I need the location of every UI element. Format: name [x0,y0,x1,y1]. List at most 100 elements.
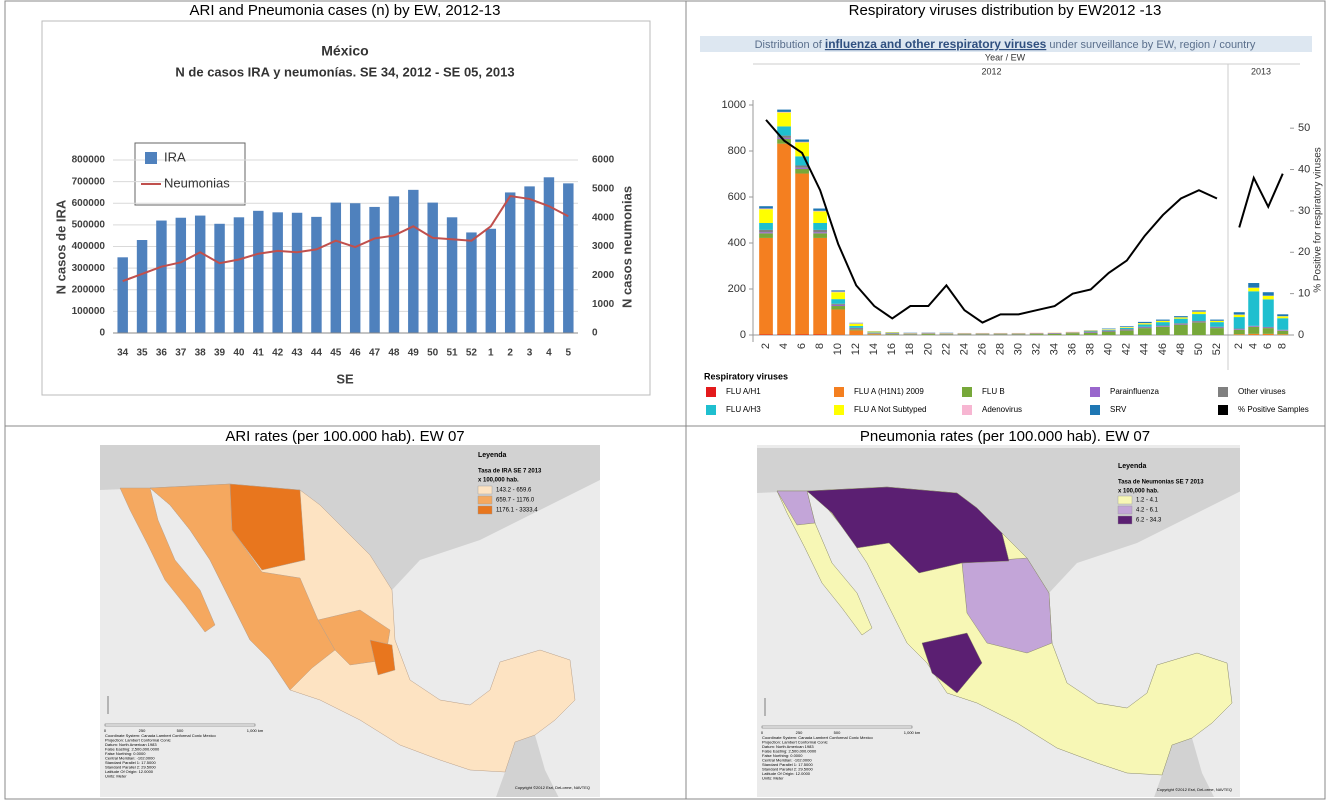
bar-segment [1210,322,1224,327]
x-tick-label: 12 [850,343,862,355]
bar-segment [795,165,809,168]
x-tick-label: 4 [778,343,790,349]
bar-segment [1248,283,1260,288]
bar [272,212,283,333]
map-ari: Leyenda Tasa de IRA SE 7 2013 x 100,000 … [100,445,600,797]
bar [524,186,535,333]
bar-segment [1137,328,1152,335]
bar [543,177,555,333]
map-note: Units: Meter [105,774,127,779]
x-tick-label: 4 [546,348,552,359]
scale-label: 0 [104,728,107,733]
bar-segment [795,142,809,157]
bar-segment [831,290,846,292]
bar-segment [1248,326,1260,327]
bar-segment [759,232,773,234]
x-tick-label: 26 [976,343,988,355]
region [149,483,336,691]
bar-segment [795,141,809,143]
legend-label: FLU A/H3 [726,405,761,414]
x-tick-label: 52 [1211,343,1223,355]
x-tick-label: 20 [922,343,934,355]
x-tick-label: 39 [214,348,226,359]
y-tick-label: 800 [728,145,746,157]
bar-segment [903,334,918,335]
y2-tick-label: 0 [1298,329,1304,341]
scale-label: 1,000 km [247,728,264,733]
bar-segment [867,333,882,335]
bar [563,183,574,333]
bar-segment [1192,320,1206,322]
legend-unit: x 100,000 hab. [1118,489,1159,495]
bar-segment [975,334,990,335]
x-tick-label: 42 [1121,343,1133,355]
map-copyright: Copyright ©2012 Esri, DeLorme, NAVTEQ [515,785,590,790]
x-tick-label: 8 [814,343,826,349]
year-label: 2013 [1251,66,1271,76]
legend-title: Respiratory viruses [704,371,788,381]
chart-header: Distribution of influenza and other resp… [755,37,1256,51]
y2-tick-label: 3000 [592,241,615,252]
bar-segment [759,229,773,233]
x-tick-label: 47 [369,348,381,359]
x-tick-label: 30 [1012,343,1024,355]
legend-swatch [962,387,972,397]
bar-segment [1192,322,1206,335]
bar [504,192,516,333]
bar-segment [813,222,827,230]
map-note: Datum: North American 1983 [762,744,814,749]
map-note: Standard Parallel 2: 29.5000 [105,765,156,770]
bar-segment [1119,329,1134,330]
bar-segment [1156,320,1170,323]
x-tick-label: 36 [156,348,168,359]
x-tick-label: 5 [566,348,572,359]
x-tick-label: 35 [137,348,149,359]
y2-tick-label: 10 [1298,288,1310,300]
bar-segment [1174,316,1188,318]
panel-title: Pneumonia rates (per 100.000 hab). EW 07 [860,428,1150,445]
legend-title: Leyenda [478,452,507,459]
bar-segment [1233,317,1245,329]
bar-segment [1174,324,1188,335]
panel-title: ARI and Pneumonia cases (n) by EW, 2012-… [189,2,500,19]
y2-tick-label: 6000 [592,155,615,166]
bar-segment [957,334,972,335]
bar-segment [759,237,773,335]
bar-segment [1119,326,1134,327]
legend-label: 143.2 - 659.6 [496,488,532,494]
y-tick-label: 400000 [72,241,106,252]
scale-label: 500 [177,728,184,733]
x-tick-label: 44 [1139,343,1151,355]
bar-segment [1119,330,1134,335]
map-note: Central Meridian: -102.0000 [105,756,155,761]
legend-swatch [834,387,844,397]
x-tick-label: 38 [1085,343,1097,355]
line [765,119,1218,324]
bar-segment [1262,299,1274,327]
x-tick-label: 34 [1049,343,1061,355]
chart-viruses: Distribution of influenza and other resp… [700,36,1324,415]
y2-tick-label: 2000 [592,270,615,281]
bar-segment [1233,312,1245,315]
legend-layer: Tasa de IRA SE 7 2013 [478,469,542,475]
bar-segment [831,304,846,307]
x-axis-label: SE [336,371,354,386]
bar-segment [1248,326,1260,334]
bar-segment [1174,317,1188,319]
map-note: Projection: Lambert Conformal Conic [762,740,828,745]
bar [194,215,206,333]
x-tick-label: 44 [311,348,323,359]
y2-tick-label: 1000 [592,299,615,310]
bar-segment [921,334,936,335]
bar-segment [849,330,864,335]
bar-segment [1137,327,1152,329]
table-border [4,0,1326,800]
bar-segment [867,331,882,333]
legend-swatch [834,405,844,415]
bar-segment [831,306,846,310]
legend-swatch [477,505,493,515]
legend-label: 1.2 - 4.1 [1136,498,1159,504]
legend-label: % Positive Samples [1238,405,1309,414]
region [119,487,216,633]
